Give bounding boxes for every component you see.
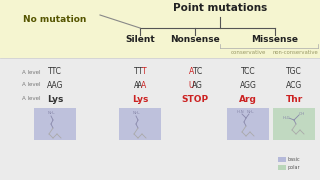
Text: conservative: conservative [230, 50, 266, 55]
Text: polar: polar [288, 165, 300, 170]
Text: T: T [138, 68, 142, 76]
Text: TGC: TGC [286, 68, 302, 76]
Text: Silent: Silent [125, 35, 155, 44]
Text: C: C [196, 68, 201, 76]
Text: NH₂: NH₂ [246, 110, 254, 114]
Text: A level: A level [22, 69, 41, 75]
Text: Missense: Missense [252, 35, 299, 44]
Bar [119, 108, 161, 140]
Text: T: T [193, 68, 197, 76]
Text: T: T [134, 68, 139, 76]
Text: U: U [188, 80, 194, 89]
Text: H₃C: H₃C [282, 116, 290, 120]
Text: G: G [196, 80, 202, 89]
Text: H₂N: H₂N [236, 110, 244, 114]
Bar [273, 108, 315, 140]
Text: Nonsense: Nonsense [170, 35, 220, 44]
Text: A: A [141, 80, 147, 89]
Text: ACG: ACG [286, 80, 302, 89]
Text: Arg: Arg [239, 94, 257, 103]
Text: NH₂: NH₂ [132, 111, 140, 115]
Text: AGG: AGG [240, 80, 256, 89]
Text: T: T [141, 68, 146, 76]
Text: No mutation: No mutation [23, 15, 87, 24]
Text: A: A [137, 80, 143, 89]
Text: A: A [192, 80, 198, 89]
Text: Point mutations: Point mutations [173, 3, 267, 13]
Text: OH: OH [299, 112, 305, 116]
Bar [0, 0, 120, 58]
Text: Thr: Thr [285, 94, 303, 103]
Bar [0, 58, 320, 180]
Bar [278, 165, 286, 170]
Text: TCC: TCC [241, 68, 255, 76]
Text: A level: A level [22, 96, 41, 102]
Text: NH₂: NH₂ [47, 111, 55, 115]
Text: STOP: STOP [181, 94, 209, 103]
Text: A level: A level [22, 82, 41, 87]
Text: TTC: TTC [48, 68, 62, 76]
Text: A: A [188, 68, 194, 76]
Text: A: A [133, 80, 139, 89]
Text: Lys: Lys [132, 94, 148, 103]
Bar [278, 157, 286, 162]
Text: non-conservative: non-conservative [272, 50, 318, 55]
Text: Lys: Lys [47, 94, 63, 103]
Bar [120, 0, 320, 58]
Bar [34, 108, 76, 140]
Text: basic: basic [288, 157, 300, 162]
Text: AAG: AAG [47, 80, 63, 89]
Bar [227, 108, 269, 140]
